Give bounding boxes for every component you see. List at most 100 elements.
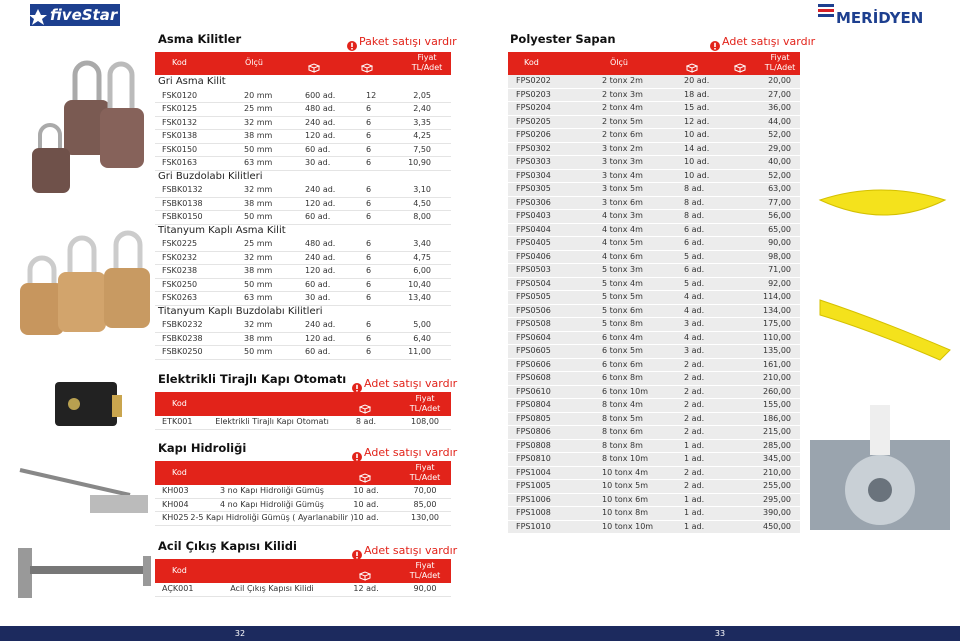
table-row (508, 237, 800, 250)
cell-qty: 2 ad. (684, 359, 705, 369)
cell-qty: 60 ad. (305, 144, 331, 154)
cell-price: 65,00 (768, 224, 791, 234)
table-row (508, 331, 800, 344)
cell-size: 63 mm (244, 158, 273, 167)
cell-size: 3 tonx 6m (602, 197, 643, 207)
cell-size: 50 mm (244, 279, 273, 289)
cell-code: FPS0805 (516, 413, 551, 423)
row-line (155, 102, 451, 103)
group-title: Titanyum Kaplı Buzdolabı Kilitleri (158, 305, 323, 317)
logo-right: MERİDYEN (836, 8, 924, 27)
cell-price: 114,00 (763, 292, 791, 301)
cell-pack: 6 (366, 117, 372, 127)
cell-price: 130,00 (411, 513, 439, 522)
cell-size: 10 tonx 6m (602, 494, 648, 504)
cell-price: 3,40 (413, 239, 431, 248)
cell-size: 5 tonx 3m (602, 265, 643, 274)
cell-price: 215,00 (763, 427, 791, 436)
row-line (155, 156, 451, 157)
row-line (155, 142, 451, 144)
cell-pack: 6 (366, 212, 372, 221)
row-line (155, 210, 451, 211)
table-row (508, 412, 800, 425)
cell-code: FPS0202 (516, 76, 551, 85)
table-row (508, 210, 800, 223)
cell-price: 2,05 (413, 90, 431, 100)
table-header (155, 461, 451, 485)
cell-desc: 3 no Kapı Hidroliği Gümüş (220, 486, 324, 495)
cell-qty: 240 ad. (305, 117, 336, 127)
table-row (508, 115, 800, 128)
cell-qty: 2 ad. (684, 427, 705, 436)
col-head: TL/Adet (409, 404, 441, 413)
table-row (508, 169, 800, 182)
package-icon (307, 58, 321, 73)
cell-size: 20 mm (244, 90, 273, 100)
row-line (155, 358, 451, 360)
cell-qty: 8 ad. (684, 184, 705, 193)
cell-size: 25 mm (244, 239, 273, 248)
cell-qty: 10 ad. (684, 157, 710, 166)
row-line (155, 223, 451, 225)
cell-code: FPS0305 (516, 184, 551, 193)
notice: Adet satışı vardır (722, 34, 816, 48)
col-head: Kod (172, 566, 187, 575)
cell-qty: 6 ad. (684, 265, 705, 274)
col-head: Kod (524, 58, 539, 67)
cell-qty: 12 ad. (353, 584, 379, 593)
cell-size: 6 tonx 10m (602, 386, 648, 396)
cell-size: 10 tonx 4m (602, 467, 648, 477)
cell-size: 4 tonx 6m (602, 251, 643, 261)
package-icon (358, 566, 372, 581)
cell-code: FSK0238 (162, 266, 198, 275)
col-head: Ölçü (610, 58, 628, 67)
cell-price: 52,00 (768, 170, 791, 180)
electric-lock (55, 382, 122, 426)
row-line (155, 277, 451, 279)
row-line (155, 169, 451, 171)
cell-size: 3 tonx 2m (602, 143, 643, 153)
cell-pack: 6 (366, 131, 372, 140)
col-head: Fiyat (415, 463, 435, 472)
cell-price: 134,00 (763, 305, 791, 315)
notice: Adet satışı vardır (364, 445, 458, 459)
group-title: Titanyum Kaplı Asma Kilit (158, 224, 286, 236)
cell-price: 11,00 (408, 347, 431, 356)
col-head: Fiyat (415, 394, 435, 403)
cell-code: FSBK0132 (162, 185, 203, 194)
table-row (508, 453, 800, 466)
col-head: TL/Adet (411, 63, 443, 72)
cell-size: 5 tonx 6m (602, 305, 643, 315)
cell-qty: 10 ad. (353, 513, 379, 522)
cell-price: 5,00 (413, 320, 431, 329)
slings (810, 189, 951, 530)
cell-code: FPS1010 (516, 521, 551, 531)
table-row (508, 358, 800, 371)
warning-icon (352, 447, 362, 462)
cell-size: 10 tonx 8m (602, 508, 648, 517)
cell-size: 38 mm (244, 131, 273, 140)
col-head: Fiyat (415, 561, 435, 570)
cell-qty: 1 ad. (684, 454, 705, 463)
cell-code: FPS0204 (516, 103, 551, 112)
package-icon (685, 58, 699, 73)
table-row (508, 142, 800, 155)
row-line (155, 250, 451, 252)
cell-size: 5 tonx 8m (602, 319, 643, 328)
cell-price: 4,25 (413, 131, 431, 140)
cell-size: 32 mm (244, 117, 273, 127)
cell-price: 260,00 (763, 386, 791, 396)
cell-pack: 6 (366, 185, 372, 194)
cell-qty: 12 ad. (684, 116, 710, 126)
cell-pack: 6 (366, 104, 372, 113)
cell-price: 29,00 (768, 143, 791, 153)
col-head: TL/Adet (409, 473, 441, 482)
cell-code: FSK0125 (162, 104, 198, 113)
door-closer (19, 468, 148, 513)
cell-size: 5 tonx 5m (602, 292, 643, 301)
cell-price: 135,00 (763, 346, 791, 355)
cell-price: 13,40 (408, 293, 431, 302)
cell-code: FSK0250 (162, 279, 198, 289)
